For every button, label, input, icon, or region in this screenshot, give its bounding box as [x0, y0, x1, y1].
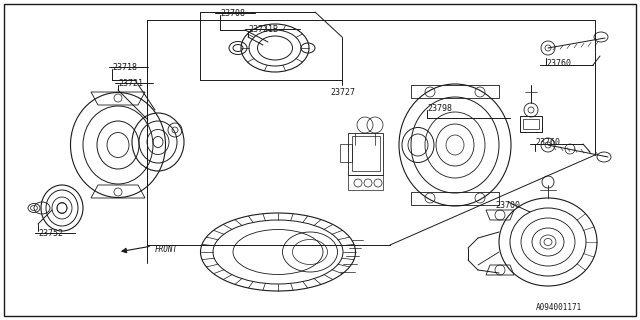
Text: 23752: 23752 [38, 228, 63, 237]
Bar [523, 119, 539, 129]
Bar [340, 144, 352, 162]
Text: 23760: 23760 [546, 59, 571, 68]
Bar [352, 136, 380, 171]
Bar [348, 133, 383, 175]
Text: 23700: 23700 [495, 201, 520, 210]
Text: 23721: 23721 [118, 78, 143, 87]
Text: 23708: 23708 [220, 9, 245, 18]
Text: 23727: 23727 [330, 87, 355, 97]
Text: 23798: 23798 [427, 103, 452, 113]
Text: A094001171: A094001171 [536, 303, 582, 313]
Text: 23760: 23760 [535, 138, 560, 147]
Text: FRONT: FRONT [155, 244, 178, 253]
Text: 23721B: 23721B [248, 25, 278, 34]
Text: 23718: 23718 [112, 62, 137, 71]
Bar [520, 116, 542, 132]
